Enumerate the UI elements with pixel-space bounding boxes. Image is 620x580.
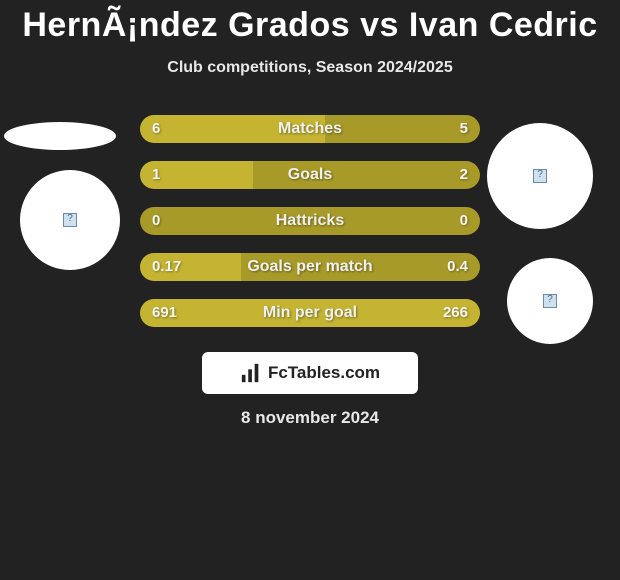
- decor-circle: [507, 258, 593, 344]
- stat-right-value: 5: [460, 115, 468, 143]
- stat-row: 0Hattricks0: [140, 207, 480, 235]
- stat-label: Matches: [140, 115, 480, 143]
- date-text: 8 november 2024: [0, 408, 620, 428]
- stat-label: Min per goal: [140, 299, 480, 327]
- stat-right-value: 2: [460, 161, 468, 189]
- page-title: HernÃ¡ndez Grados vs Ivan Cedric: [0, 0, 620, 45]
- decor-circle: [20, 170, 120, 270]
- stat-row: 691Min per goal266: [140, 299, 480, 327]
- stat-row: 0.17Goals per match0.4: [140, 253, 480, 281]
- stat-row: 6Matches5: [140, 115, 480, 143]
- stat-label: Goals per match: [140, 253, 480, 281]
- stat-label: Goals: [140, 161, 480, 189]
- missing-image-icon: [533, 169, 547, 183]
- stat-right-value: 0: [460, 207, 468, 235]
- decor-circle: [487, 123, 593, 229]
- stat-right-value: 266: [443, 299, 468, 327]
- stat-row: 1Goals2: [140, 161, 480, 189]
- page-subtitle: Club competitions, Season 2024/2025: [0, 59, 620, 77]
- decor-ellipse: [4, 122, 116, 150]
- stat-right-value: 0.4: [447, 253, 468, 281]
- missing-image-icon: [543, 294, 557, 308]
- logo-text: FcTables.com: [268, 363, 380, 383]
- stat-label: Hattricks: [140, 207, 480, 235]
- missing-image-icon: [63, 213, 77, 227]
- stats-bars: 6Matches5 1Goals2 0Hattricks0 0.17Goals per…: [140, 115, 480, 345]
- source-logo: FcTables.com: [202, 352, 418, 394]
- bar-chart-icon: [240, 362, 262, 384]
